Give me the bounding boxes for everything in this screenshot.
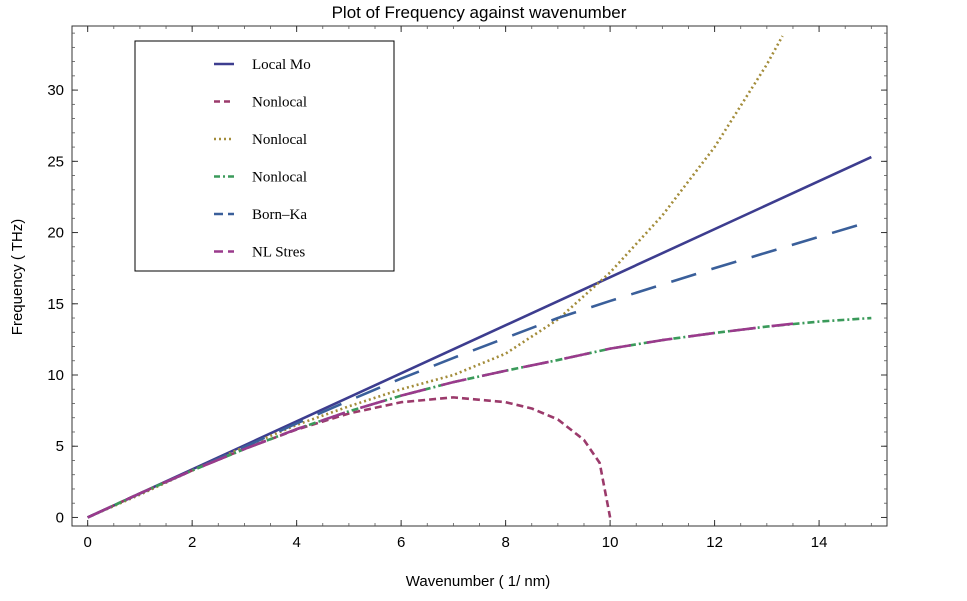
x-tick-label: 8	[501, 534, 509, 551]
legend-label-6: NL Stres	[252, 245, 305, 261]
y-tick-label: 25	[47, 153, 64, 170]
x-tick-label: 10	[602, 534, 619, 551]
legend-label-3: Nonlocal	[252, 132, 307, 148]
x-axis-label: Wavenumber ( 1/ nm)	[406, 573, 551, 590]
y-tick-label: 5	[56, 438, 64, 455]
legend-label-1: Local Mo	[252, 57, 311, 73]
y-tick-label: 30	[47, 82, 64, 99]
legend-label-2: Nonlocal	[252, 95, 307, 111]
y-tick-label: 20	[47, 225, 64, 242]
x-tick-label: 12	[706, 534, 723, 551]
y-tick-label: 15	[47, 296, 64, 313]
x-tick-label: 0	[84, 534, 92, 551]
y-axis-label: Frequency ( THz)	[9, 219, 26, 335]
x-tick-label: 2	[188, 534, 196, 551]
chart-title: Plot of Frequency against wavenumber	[332, 3, 627, 22]
legend-box	[134, 40, 395, 272]
x-tick-label: 6	[397, 534, 405, 551]
axis-tick-labels: 0 2 4 6 8 10 12 14 0 5 10 15 20 25 30	[47, 82, 827, 551]
series-line-3	[87, 35, 784, 519]
x-tick-label: 14	[811, 534, 828, 551]
y-tick-label: 10	[47, 367, 64, 384]
legend-label-5: Born–Ka	[252, 207, 307, 223]
axis-ticks	[72, 26, 887, 526]
series-line-2	[87, 396, 612, 519]
legend: Local Mo Nonlocal Nonlocal Nonlocal Born–Ka N…	[134, 40, 395, 272]
series-lines	[87, 35, 872, 519]
legend-label-4: Nonlocal	[252, 170, 307, 186]
x-tick-label: 4	[292, 534, 300, 551]
y-tick-label: 0	[56, 509, 64, 526]
series-line-6	[87, 322, 794, 519]
